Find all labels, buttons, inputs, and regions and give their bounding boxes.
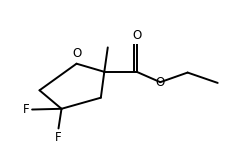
Text: O: O bbox=[156, 76, 165, 89]
Text: F: F bbox=[23, 103, 29, 116]
Text: F: F bbox=[55, 131, 62, 144]
Text: O: O bbox=[72, 47, 81, 60]
Text: O: O bbox=[132, 29, 141, 42]
